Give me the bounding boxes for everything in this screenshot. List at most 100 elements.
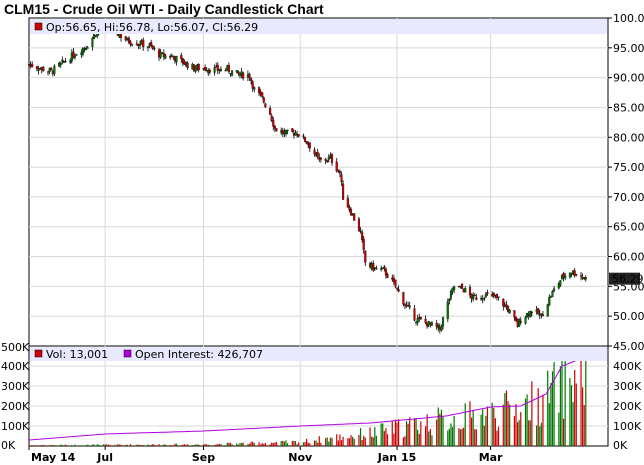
volume-bar: [464, 403, 466, 446]
volume-bar: [531, 381, 533, 446]
candle-body: [224, 70, 227, 72]
volume-bar: [458, 428, 460, 446]
volume-bar: [39, 445, 41, 446]
volume-bar: [537, 388, 539, 446]
volume-bar: [348, 438, 351, 446]
volume-bar: [507, 401, 509, 446]
volume-bar: [93, 444, 95, 446]
volume-bar: [315, 440, 317, 446]
volume-bar: [539, 426, 541, 446]
volume-legend-bg: [30, 347, 607, 361]
volume-bar: [474, 429, 476, 446]
volume-bar: [382, 423, 384, 446]
volume-bar: [558, 412, 560, 446]
volume-bar: [158, 444, 160, 446]
volume-bar: [215, 444, 217, 446]
volume-bar: [248, 443, 251, 446]
volume-tick-label-left: 100K: [1, 420, 30, 433]
volume-bar: [320, 442, 322, 446]
volume-bar: [575, 383, 577, 446]
volume-bar: [470, 417, 473, 446]
candle-body: [208, 70, 211, 73]
price-tick-label: 65.00: [613, 221, 644, 234]
volume-bar: [582, 387, 584, 446]
open-interest-legend-text: Open Interest: 426,707: [135, 348, 263, 361]
volume-bar: [337, 440, 339, 446]
volume-bar: [228, 442, 230, 446]
volume-bar: [75, 445, 78, 446]
volume-legend-text: Vol: 13,001: [46, 348, 108, 361]
volume-bar: [63, 445, 65, 446]
candle-body: [424, 318, 427, 323]
volume-bar: [58, 445, 60, 446]
volume-bar: [391, 420, 393, 446]
volume-tick-label-right: 400K: [613, 360, 642, 373]
volume-bar: [529, 420, 531, 446]
volume-bar: [516, 422, 519, 446]
volume-bar: [339, 434, 341, 446]
candle-body: [242, 72, 245, 79]
volume-bar: [271, 442, 273, 446]
volume-bar: [82, 445, 84, 446]
volume-bar: [285, 440, 287, 446]
volume-bar: [118, 444, 121, 446]
candle-body: [316, 151, 319, 157]
volume-bar: [380, 423, 382, 446]
volume-bar: [518, 420, 520, 446]
candle-body: [150, 42, 153, 47]
candle-body: [235, 70, 238, 73]
candle-body: [53, 65, 56, 75]
volume-bar: [142, 445, 144, 446]
price-tick-label: 85.00: [613, 101, 644, 114]
candle-body: [62, 61, 65, 63]
candle-body: [159, 52, 162, 58]
price-tick-label: 95.00: [613, 42, 644, 55]
volume-bar: [429, 429, 431, 446]
volume-bar: [172, 445, 174, 446]
volume-bar: [207, 444, 209, 446]
candle-body: [397, 289, 400, 292]
candle-body: [468, 287, 472, 295]
candle-body: [507, 306, 510, 313]
candle-body: [261, 92, 264, 97]
volume-bar: [253, 442, 255, 446]
volume-bar: [85, 445, 87, 446]
volume-bar: [231, 444, 233, 446]
candle-body: [505, 304, 508, 308]
candle-body: [213, 67, 216, 73]
volume-bar: [36, 445, 38, 446]
volume-bar: [404, 436, 406, 446]
volume-bar: [520, 412, 522, 446]
volume-bar: [361, 440, 363, 446]
candle-body: [162, 53, 165, 57]
volume-bar: [559, 366, 562, 446]
volume-bar: [240, 442, 243, 446]
volume-tick-label-left: 300K: [1, 380, 30, 393]
volume-bar: [405, 421, 408, 446]
volume-tick-label-left: 500K: [1, 341, 30, 354]
candle-body: [419, 317, 422, 320]
candle-body: [326, 160, 329, 162]
volume-bar: [269, 444, 271, 446]
candle-body: [562, 273, 565, 278]
candle-body: [575, 274, 578, 276]
candle-body: [273, 125, 276, 129]
candle-body: [64, 60, 67, 63]
volume-bar: [451, 427, 454, 446]
last-value-label: 56.29: [612, 273, 644, 286]
candle-body: [508, 309, 511, 314]
volume-bar: [440, 409, 443, 446]
candle-body: [449, 291, 453, 299]
volume-bar: [202, 444, 205, 446]
candle-body: [308, 142, 311, 149]
volume-bar: [174, 443, 176, 446]
candle-body: [359, 230, 362, 233]
candle-body: [492, 292, 495, 297]
volume-bar: [569, 377, 571, 446]
volume-bar: [293, 440, 295, 446]
volume-bar: [428, 431, 430, 446]
volume-bar: [102, 444, 105, 446]
candle-body: [291, 128, 294, 132]
volume-bar: [336, 434, 338, 446]
candle-body: [495, 294, 499, 298]
